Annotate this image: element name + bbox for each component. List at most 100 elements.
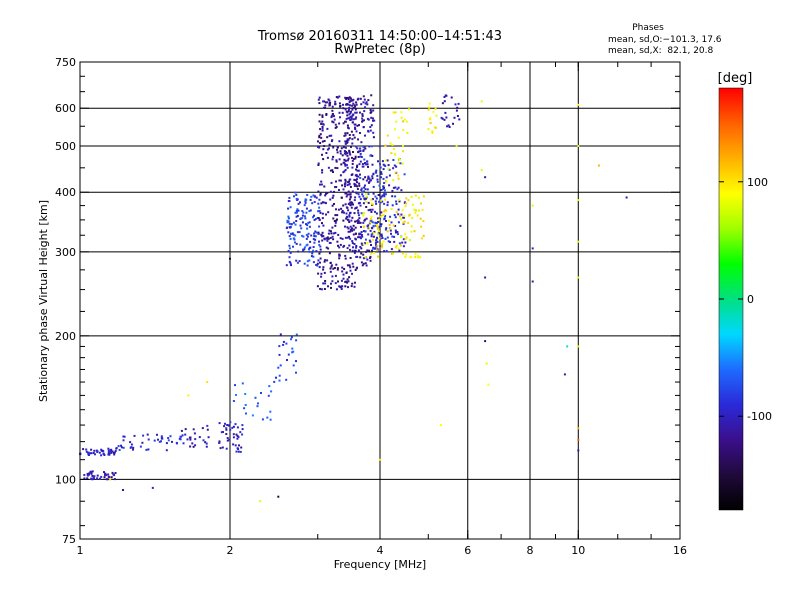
- data-point: [319, 287, 322, 290]
- data-point: [375, 243, 377, 246]
- data-point: [380, 199, 383, 202]
- data-point: [357, 249, 360, 252]
- data-point: [336, 240, 339, 243]
- data-point: [369, 218, 372, 221]
- data-point: [385, 180, 388, 183]
- data-point: [375, 169, 378, 172]
- data-point: [330, 264, 333, 267]
- data-point: [309, 240, 312, 243]
- data-point: [381, 246, 383, 249]
- data-point: [318, 252, 321, 255]
- data-point: [446, 125, 449, 128]
- data-point: [354, 269, 357, 271]
- data-point: [400, 236, 402, 238]
- data-point: [448, 126, 451, 128]
- data-point: [227, 424, 230, 427]
- data-point: [361, 163, 364, 165]
- data-point: [321, 217, 324, 220]
- data-point: [377, 227, 379, 230]
- data-point: [191, 442, 194, 445]
- data-point: [165, 449, 168, 452]
- data-point: [151, 486, 154, 489]
- data-point: [342, 277, 345, 280]
- data-point: [188, 436, 191, 439]
- data-point: [315, 196, 318, 199]
- data-point: [296, 198, 299, 201]
- data-point: [96, 474, 99, 477]
- data-point: [373, 230, 376, 233]
- data-point: [422, 234, 425, 237]
- data-point: [380, 189, 383, 191]
- data-point: [328, 99, 331, 102]
- data-point: [413, 230, 416, 233]
- data-point: [402, 238, 405, 241]
- data-point: [141, 441, 144, 444]
- data-point: [331, 105, 334, 108]
- data-point: [357, 169, 360, 172]
- data-point: [405, 120, 408, 123]
- data-point: [402, 216, 405, 219]
- data-point: [377, 160, 379, 163]
- data-point: [402, 145, 404, 147]
- data-point: [385, 220, 387, 222]
- data-point: [350, 145, 352, 148]
- data-point: [362, 213, 365, 216]
- data-point: [90, 477, 93, 480]
- data-point: [368, 239, 371, 242]
- axis-ticks: 1 2 4 6 8 10 16 750 600 500 400 300 200 100 75: [55, 56, 687, 557]
- data-point: [395, 165, 398, 168]
- data-point: [107, 452, 110, 454]
- data-point: [364, 184, 366, 187]
- data-point: [354, 105, 357, 108]
- data-point: [90, 472, 93, 475]
- data-point: [320, 233, 323, 236]
- data-point: [359, 160, 362, 163]
- data-point: [397, 157, 400, 160]
- data-point: [359, 97, 362, 100]
- data-point: [377, 232, 380, 235]
- data-point: [405, 197, 408, 200]
- data-point: [400, 116, 403, 119]
- data-point: [114, 472, 117, 474]
- data-point: [371, 226, 373, 229]
- data-point: [335, 208, 337, 211]
- data-point: [390, 208, 393, 211]
- data-point: [344, 140, 347, 143]
- data-point: [201, 427, 204, 430]
- data-point: [220, 431, 223, 434]
- data-point: [273, 380, 276, 383]
- data-point: [369, 221, 372, 224]
- data-point: [348, 113, 351, 116]
- data-point: [105, 474, 108, 477]
- data-point: [292, 233, 295, 236]
- data-point: [384, 193, 387, 196]
- data-point: [332, 121, 335, 124]
- data-point: [339, 116, 341, 119]
- data-point: [335, 288, 338, 291]
- data-point: [361, 165, 364, 168]
- data-point: [344, 169, 347, 171]
- data-point: [340, 163, 343, 166]
- data-point: [378, 145, 381, 148]
- data-point: [452, 122, 454, 125]
- data-point: [362, 190, 365, 193]
- y-tick-label: 400: [55, 186, 76, 199]
- x-tick-label: 4: [377, 544, 384, 557]
- data-point: [296, 214, 299, 217]
- data-point: [107, 447, 110, 450]
- data-point: [379, 233, 382, 236]
- data-point: [113, 478, 116, 481]
- data-point: [376, 250, 379, 253]
- colorbar-tick-label: 100: [747, 176, 768, 189]
- data-point: [370, 215, 373, 218]
- data-point: [340, 147, 343, 150]
- data-point: [360, 156, 363, 158]
- data-point: [328, 102, 331, 105]
- data-point: [317, 259, 320, 262]
- data-point: [92, 452, 95, 454]
- data-point: [295, 220, 298, 222]
- data-point: [382, 240, 385, 243]
- data-point: [90, 452, 93, 455]
- data-point: [340, 279, 343, 282]
